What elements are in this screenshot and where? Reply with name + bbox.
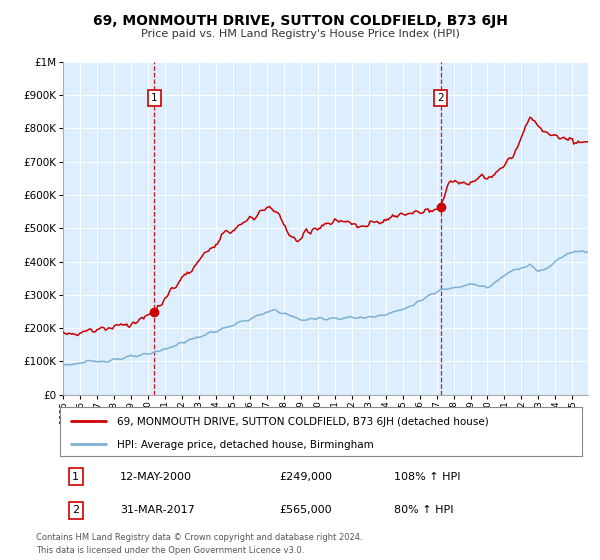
Text: 69, MONMOUTH DRIVE, SUTTON COLDFIELD, B73 6JH (detached house): 69, MONMOUTH DRIVE, SUTTON COLDFIELD, B7… bbox=[118, 417, 489, 427]
Text: £565,000: £565,000 bbox=[279, 505, 332, 515]
Text: Price paid vs. HM Land Registry's House Price Index (HPI): Price paid vs. HM Land Registry's House … bbox=[140, 29, 460, 39]
Text: 1: 1 bbox=[151, 94, 157, 103]
Text: £249,000: £249,000 bbox=[279, 472, 332, 482]
Text: 2: 2 bbox=[437, 94, 444, 103]
Text: 108% ↑ HPI: 108% ↑ HPI bbox=[394, 472, 461, 482]
Text: Contains HM Land Registry data © Crown copyright and database right 2024.
This d: Contains HM Land Registry data © Crown c… bbox=[36, 533, 362, 554]
Text: 80% ↑ HPI: 80% ↑ HPI bbox=[394, 505, 454, 515]
Text: HPI: Average price, detached house, Birmingham: HPI: Average price, detached house, Birm… bbox=[118, 440, 374, 450]
Text: 12-MAY-2000: 12-MAY-2000 bbox=[120, 472, 192, 482]
Text: 1: 1 bbox=[72, 472, 79, 482]
Text: 69, MONMOUTH DRIVE, SUTTON COLDFIELD, B73 6JH: 69, MONMOUTH DRIVE, SUTTON COLDFIELD, B7… bbox=[92, 14, 508, 28]
Text: 31-MAR-2017: 31-MAR-2017 bbox=[120, 505, 195, 515]
Text: 2: 2 bbox=[72, 505, 79, 515]
